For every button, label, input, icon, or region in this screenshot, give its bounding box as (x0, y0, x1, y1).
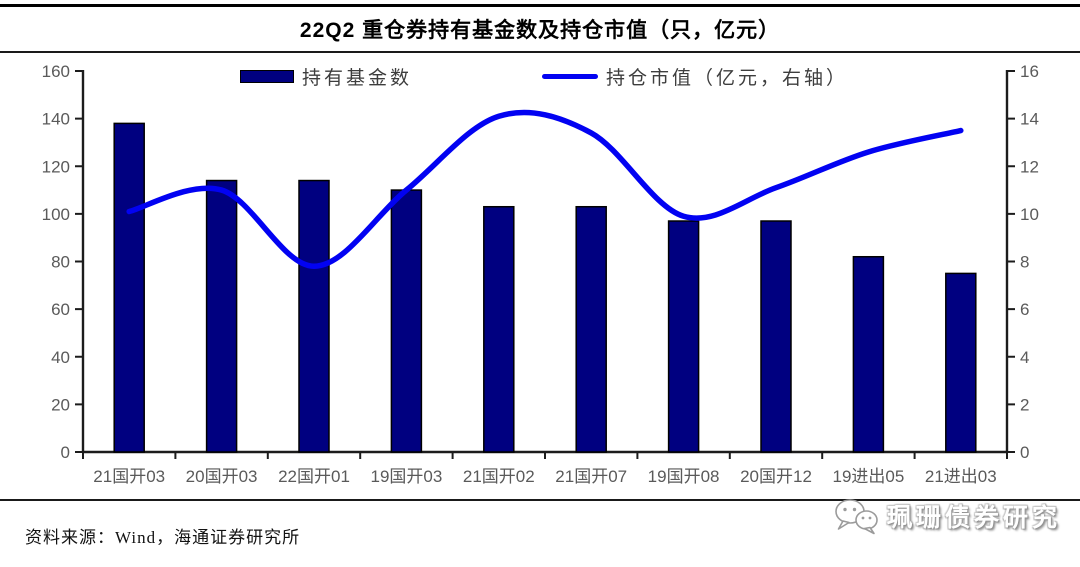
svg-text:80: 80 (51, 253, 70, 272)
svg-text:10: 10 (1020, 205, 1039, 224)
x-axis-label: 21国开03 (93, 467, 165, 486)
x-axis-label: 19国开08 (648, 467, 720, 486)
svg-text:40: 40 (51, 348, 70, 367)
watermark: 珮珊债券研究 (833, 497, 1061, 535)
wechat-icon (835, 499, 878, 535)
bar-series-swatch (240, 69, 294, 83)
svg-text:60: 60 (51, 300, 70, 319)
source-note: 资料来源：Wind，海通证券研究所 (25, 528, 301, 547)
bar (575, 205, 607, 453)
footer-divider (0, 499, 1080, 501)
svg-text:120: 120 (42, 157, 70, 176)
title-divider (0, 51, 1080, 53)
svg-text:140: 140 (42, 110, 70, 129)
bar (667, 220, 700, 453)
svg-text:100: 100 (42, 205, 70, 224)
bar (205, 179, 238, 453)
bar (298, 179, 330, 453)
svg-text:8: 8 (1020, 253, 1029, 272)
legend-label-funds: 持有基金数 (302, 67, 413, 89)
legend-label-market-value: 持仓市值（亿元，右轴） (606, 67, 849, 89)
x-axis-label: 21国开07 (555, 467, 627, 486)
x-axis-label: 20国开03 (186, 467, 258, 486)
svg-text:0: 0 (1020, 443, 1029, 462)
x-axis-label: 20国开12 (740, 467, 812, 486)
x-axis-label: 21国开02 (463, 467, 535, 486)
bar (483, 205, 515, 453)
legend-item-market-value: 持仓市值（亿元，右轴） (542, 67, 848, 89)
x-axis-ticks (82, 452, 1008, 459)
svg-text:6: 6 (1020, 300, 1029, 319)
line-series (126, 109, 964, 270)
svg-text:160: 160 (42, 62, 70, 81)
chart-title: 22Q2 重仓券持有基金数及持仓市值（只，亿元） (299, 19, 781, 42)
top-border (0, 4, 1080, 7)
svg-text:2: 2 (1020, 395, 1029, 414)
right-axis-ticks: 0 2 4 6 8 10 12 14 16 (1007, 62, 1039, 462)
bar (945, 272, 977, 453)
left-axis-ticks: 0 20 40 60 80 100 120 140 160 (42, 62, 83, 462)
svg-text:16: 16 (1020, 62, 1039, 81)
x-axis-label: 19国开03 (370, 467, 442, 486)
svg-text:12: 12 (1020, 157, 1039, 176)
legend-item-funds: 持有基金数 (240, 67, 412, 89)
svg-text:4: 4 (1020, 348, 1029, 367)
bar-series (113, 122, 977, 453)
svg-text:0: 0 (61, 443, 70, 462)
x-axis-label: 21进出03 (925, 467, 997, 486)
watermark-text: 珮珊债券研究 (887, 504, 1062, 532)
bar (113, 122, 145, 453)
bar (390, 189, 423, 453)
bar (852, 255, 885, 453)
x-axis-label: 22国开01 (278, 467, 350, 486)
svg-text:14: 14 (1020, 110, 1039, 129)
x-axis-labels: 21国开03 20国开03 22国开01 19国开03 21国开02 21国开07 19国开… (93, 467, 996, 486)
x-axis-label: 19进出05 (832, 467, 904, 486)
svg-text:20: 20 (51, 395, 70, 414)
bar (760, 220, 792, 453)
line-series-swatch (542, 73, 598, 79)
